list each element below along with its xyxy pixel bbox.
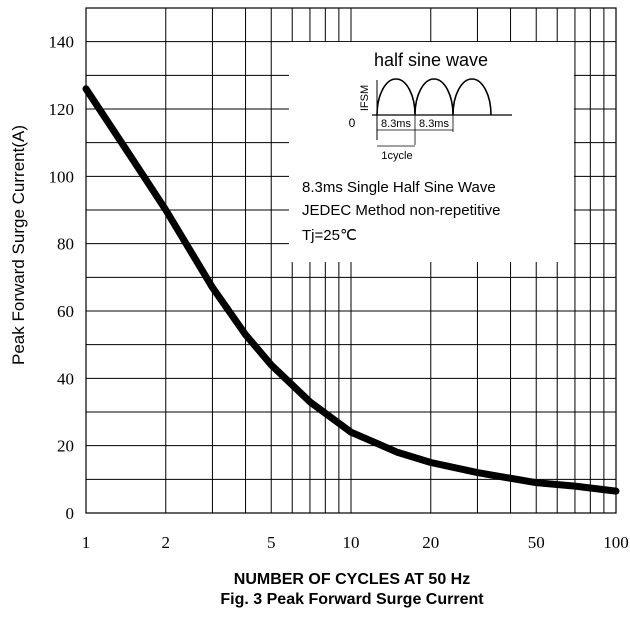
figure-caption: Fig. 3 Peak Forward Surge Current (220, 591, 484, 608)
x-tick-label: 2 (162, 533, 171, 552)
plot-border (85, 7, 617, 514)
x-tick-label: 20 (422, 533, 439, 552)
inset-half-sine-waveform (376, 78, 492, 116)
x-tick-label: 50 (528, 533, 545, 552)
x-tick-label: 1 (82, 533, 91, 552)
series-group (82, 85, 620, 495)
y-tick-label: 60 (57, 302, 74, 321)
x-tick-labels: 1 2 5 10 20 50 100 (82, 533, 629, 552)
y-tick-label: 80 (57, 235, 74, 254)
y-tick-label: 20 (57, 437, 74, 456)
y-tick-label: 120 (49, 100, 75, 119)
y-tick-label: 0 (66, 504, 75, 523)
x-tick-label: 10 (343, 533, 360, 552)
inset-note-1: 8.3ms Single Half Sine Wave (302, 179, 496, 196)
x-axis-title: NUMBER OF CYCLES AT 50 Hz (234, 571, 470, 588)
y-tick-label: 40 (57, 369, 74, 388)
y-tick-label: 140 (49, 33, 75, 52)
y-tick-label: 100 (49, 167, 75, 186)
inset-diagram: half sine wave IFSM 0 8.3ms 8.3ms 1cycle… (302, 50, 512, 244)
plot-frame (85, 7, 617, 514)
surge-current-curve (82, 85, 620, 495)
inset-zero-label: 0 (349, 116, 356, 130)
y-axis-title: Peak Forward Surge Current(A) (9, 125, 28, 365)
x-tick-label: 5 (267, 533, 276, 552)
inset-note-3: Tj=25℃ (302, 227, 357, 244)
y-tick-labels: 0 20 40 60 80 100 120 140 (49, 33, 75, 523)
inset-note-2: JEDEC Method non-repetitive (302, 202, 500, 219)
inset-ifsm-label: IFSM (359, 85, 371, 111)
x-tick-label: 100 (603, 533, 629, 552)
inset-cycle-label: 1cycle (381, 150, 412, 162)
inset-title: half sine wave (374, 50, 488, 70)
inset-period-label-1: 8.3ms (381, 118, 411, 130)
inset-period-label-2: 8.3ms (419, 118, 449, 130)
